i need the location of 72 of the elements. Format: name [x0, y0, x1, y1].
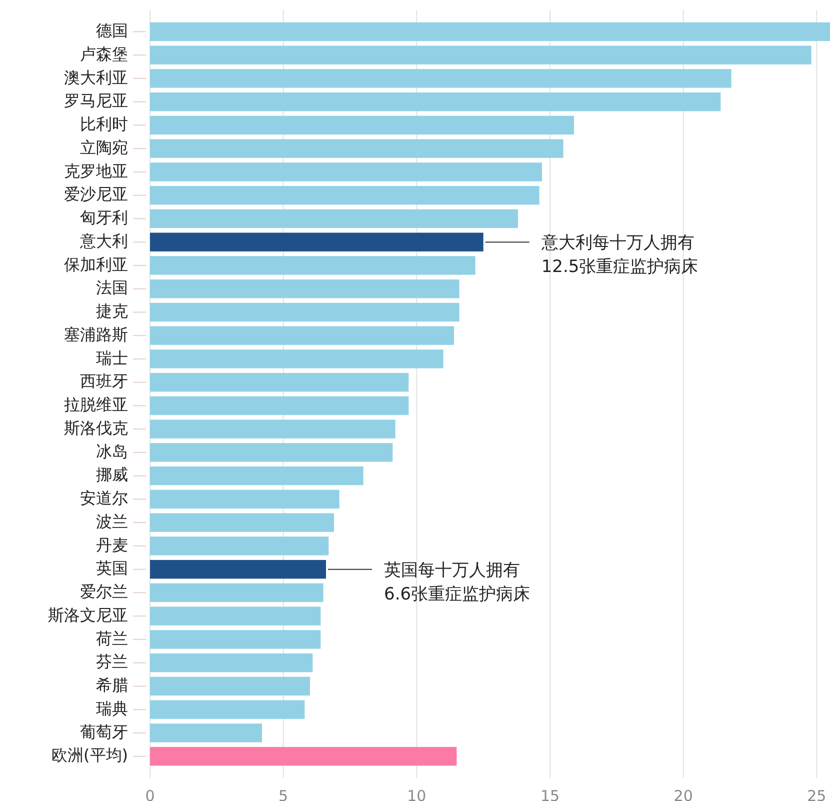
y-tick-label: 芬兰	[96, 652, 128, 672]
y-tick-label: 斯洛文尼亚	[48, 605, 128, 624]
y-tick-label: 希腊	[96, 676, 128, 695]
y-tick-label: 欧洲(平均)	[52, 746, 128, 765]
bar	[150, 536, 329, 556]
y-tick-label: 塞浦路斯	[64, 324, 128, 344]
bar	[150, 46, 812, 64]
y-tick-label: 葡萄牙	[80, 722, 128, 742]
y-tick-label: 波兰	[96, 512, 128, 531]
annotation: 英国每十万人拥有 6.6张重症监护病床	[384, 560, 530, 604]
bar	[150, 746, 457, 766]
y-tick-label: 德国	[96, 21, 128, 40]
bar	[150, 490, 340, 509]
x-tick-label: 20	[674, 787, 693, 801]
bar	[150, 116, 574, 135]
bar	[150, 209, 518, 228]
bar	[150, 630, 321, 649]
bar	[150, 396, 409, 416]
bar	[150, 186, 540, 205]
bar	[150, 326, 454, 345]
bar	[150, 466, 364, 486]
y-tick-label: 荷兰	[96, 628, 128, 648]
bar	[150, 69, 732, 88]
x-tick-label: 25	[807, 787, 826, 801]
bar	[150, 350, 444, 368]
bar	[150, 653, 313, 672]
bar	[150, 606, 321, 626]
bar	[150, 256, 476, 275]
y-tick-label: 冰岛	[96, 442, 128, 461]
y-tick-label: 比利时	[80, 114, 128, 134]
y-tick-label: 法国	[96, 278, 128, 298]
bar	[150, 724, 262, 742]
y-tick-label: 安道尔	[80, 488, 128, 508]
bar	[150, 513, 334, 532]
y-tick-label: 克罗地亚	[64, 161, 128, 180]
bar	[150, 372, 409, 392]
y-tick-label: 保加利亚	[64, 254, 128, 274]
bar	[150, 279, 460, 298]
bar	[150, 139, 564, 158]
bar	[150, 700, 305, 719]
y-tick-label: 卢森堡	[80, 44, 128, 64]
bar	[150, 443, 393, 462]
y-tick-label: 瑞士	[96, 348, 128, 368]
bar	[150, 302, 460, 322]
x-tick-label: 15	[540, 787, 560, 801]
y-tick-label: 匈牙利	[80, 208, 128, 228]
y-tick-label: 瑞典	[96, 698, 128, 718]
y-tick-label: 爱沙尼亚	[64, 184, 128, 204]
y-tick-label: 意大利	[79, 231, 128, 250]
x-tick-label: 10	[407, 787, 426, 801]
y-tick-label: 澳大利亚	[64, 68, 128, 87]
bar	[150, 22, 830, 42]
y-tick-label: 挪威	[96, 465, 128, 484]
y-tick-label: 斯洛伐克	[64, 418, 128, 438]
y-tick-label: 英国	[96, 558, 128, 578]
bar	[150, 676, 310, 696]
bar	[150, 162, 542, 182]
y-tick-label: 罗马尼亚	[64, 91, 128, 110]
bar	[150, 420, 396, 438]
y-tick-label: 拉脱维亚	[64, 395, 128, 414]
x-tick-label: 5	[278, 787, 288, 801]
bar	[150, 583, 324, 602]
bar	[150, 92, 721, 112]
y-tick-label: 捷克	[96, 302, 128, 321]
bar	[150, 560, 326, 579]
y-tick-label: 立陶宛	[80, 138, 128, 157]
bar	[150, 232, 484, 252]
y-tick-label: 丹麦	[96, 535, 128, 554]
y-tick-label: 爱尔兰	[80, 582, 128, 602]
annotation: 意大利每十万人拥有 12.5张重症监护病床	[540, 233, 698, 278]
x-tick-label: 0	[145, 787, 155, 801]
y-tick-label: 西班牙	[80, 372, 128, 391]
